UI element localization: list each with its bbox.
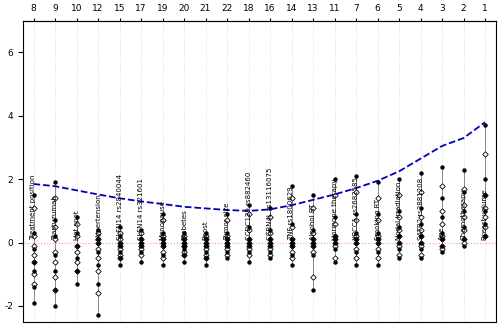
Text: CCDC129 rs882460: CCDC129 rs882460 [246, 172, 252, 240]
Text: Nodal irradiation: Nodal irradiation [396, 182, 402, 240]
Text: Chemotherapy: Chemotherapy [460, 188, 466, 240]
Text: SLFN14 rs2840044: SLFN14 rs2840044 [116, 174, 122, 240]
Text: XRCC1 rs2682585: XRCC1 rs2682585 [353, 177, 359, 240]
Text: Menopause: Menopause [160, 200, 166, 240]
Text: Treatment position: Treatment position [30, 175, 36, 240]
Text: Boost: Boost [202, 220, 208, 240]
Text: Hot spot: Hot spot [74, 211, 80, 240]
Text: CCBN4L rs13116075: CCBN4L rs13116075 [267, 168, 273, 240]
Text: Diabetes: Diabetes [181, 209, 187, 240]
Text: SLFN14 rs321601: SLFN14 rs321601 [138, 178, 144, 240]
Text: Age: Age [439, 227, 445, 240]
Text: Smoking RT: Smoking RT [374, 199, 380, 240]
Text: Alcohol RT: Alcohol RT [310, 204, 316, 240]
Text: Tumor size: Tumor size [224, 203, 230, 240]
Text: Hormone therapy: Hormone therapy [332, 179, 338, 240]
Text: Trastuzumab: Trastuzumab [52, 195, 58, 240]
Text: TNF rs1800629: TNF rs1800629 [288, 186, 294, 240]
Text: SATB2 rs2881208: SATB2 rs2881208 [418, 178, 424, 240]
Text: Breast volume: Breast volume [482, 190, 488, 240]
Text: Hypertension: Hypertension [95, 193, 101, 240]
